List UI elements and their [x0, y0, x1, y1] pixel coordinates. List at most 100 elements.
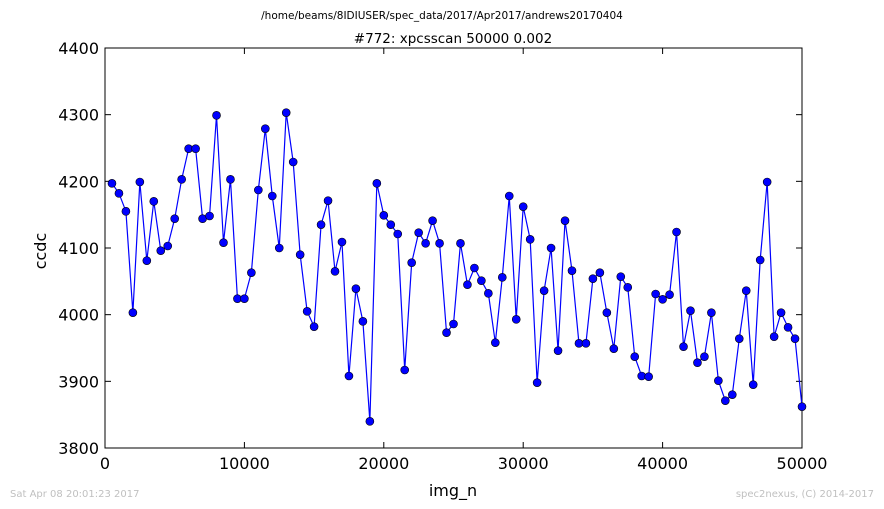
data-point [372, 179, 382, 188]
data-point [261, 124, 270, 133]
x-tick-label: 50000 [777, 454, 828, 473]
data-point [665, 290, 674, 299]
data-point [456, 239, 465, 248]
data-point [477, 276, 486, 285]
data-point [386, 220, 396, 229]
data-point [449, 319, 458, 329]
data-point [741, 286, 751, 295]
data-point [240, 294, 249, 303]
data-point [658, 295, 667, 304]
data-point [567, 266, 577, 275]
data-point [581, 339, 591, 348]
data-point [274, 243, 284, 253]
x-axis-ticks: 0 10000 20000 30000 40000 50000 [100, 48, 828, 473]
chart-title: #772: xpcsscan 50000 0.002 [354, 31, 552, 47]
y-axis-ticks: 3800 3900 4000 4100 4200 4300 4400 [58, 39, 802, 458]
y-tick-label: 4300 [58, 106, 99, 125]
x-tick-label: 0 [100, 454, 110, 473]
data-point [344, 371, 354, 381]
data-point [170, 214, 179, 223]
data-point [595, 268, 605, 277]
data-point [379, 211, 389, 220]
data-point [546, 243, 556, 253]
x-tick-label: 20000 [358, 454, 409, 473]
data-point [497, 273, 507, 282]
data-point [616, 272, 626, 281]
data-point [156, 246, 166, 255]
data-point [351, 284, 361, 293]
data-point [435, 239, 444, 248]
data-point [463, 280, 472, 289]
data-point [163, 241, 173, 251]
y-axis-label: ccdc [31, 233, 50, 270]
data-point [609, 344, 619, 353]
data-point [107, 179, 117, 188]
data-point [560, 216, 570, 225]
data-point [358, 317, 368, 326]
data-point [707, 308, 716, 317]
data-point [630, 352, 640, 361]
data-point [316, 220, 326, 229]
data-point [149, 197, 159, 206]
data-point [442, 328, 451, 337]
data-point [309, 322, 319, 331]
data-point [623, 283, 633, 292]
x-axis-label: img_n [429, 481, 477, 501]
data-point [644, 372, 653, 381]
data-point [142, 256, 152, 265]
data-point [553, 346, 563, 355]
data-point [330, 267, 340, 276]
data-point [693, 358, 702, 367]
data-point [470, 263, 479, 273]
data-point [525, 235, 535, 244]
data-point [205, 211, 214, 221]
data-point [247, 268, 256, 277]
data-point [254, 185, 263, 195]
data-point [428, 216, 437, 225]
data-point [602, 308, 612, 317]
data-point [421, 239, 430, 248]
data-point [177, 175, 186, 184]
x-tick-label: 30000 [498, 454, 549, 473]
credit-footer: spec2nexus, (C) 2014-2017 [736, 489, 874, 500]
data-point [295, 250, 305, 259]
timestamp-footer: Sat Apr 08 20:01:23 2017 [10, 489, 140, 500]
data-point [790, 334, 800, 343]
data-point [407, 258, 416, 267]
data-point [365, 417, 375, 426]
y-tick-label: 3800 [58, 439, 99, 458]
y-tick-label: 4000 [58, 306, 99, 325]
data-point [776, 308, 786, 317]
data-point [797, 402, 807, 411]
data-point [762, 177, 772, 187]
data-point [748, 380, 758, 389]
data-series [107, 108, 807, 426]
data-point [212, 111, 221, 120]
data-point [714, 376, 723, 385]
data-point [727, 390, 737, 399]
data-point [734, 334, 744, 343]
y-tick-label: 4400 [58, 39, 99, 58]
data-point [281, 108, 291, 117]
data-point [267, 191, 277, 201]
data-point [755, 255, 765, 265]
data-point [226, 175, 235, 184]
y-tick-label: 4100 [58, 239, 99, 258]
data-point [323, 196, 333, 205]
x-tick-label: 10000 [219, 454, 270, 473]
data-point [679, 342, 688, 351]
data-point [518, 202, 528, 211]
y-tick-label: 3900 [58, 372, 99, 391]
data-point [135, 177, 145, 187]
data-point [114, 189, 124, 198]
data-point [121, 207, 131, 216]
data-point [400, 365, 410, 375]
data-point [700, 352, 709, 361]
data-point [769, 332, 779, 341]
data-point [672, 227, 681, 237]
y-tick-label: 4200 [58, 172, 99, 191]
data-point [491, 338, 500, 347]
series-line [111, 112, 803, 422]
plot-frame [104, 47, 803, 449]
